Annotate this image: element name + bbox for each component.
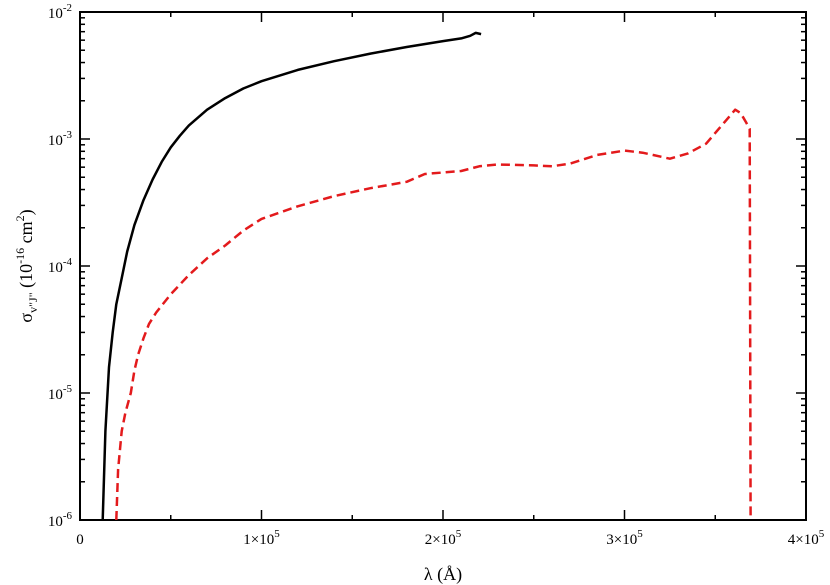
x-tick-label: 1×105 — [243, 528, 280, 548]
ticks-layer — [79, 11, 807, 521]
x-tick-label: 3×105 — [606, 528, 643, 548]
y-tick-label: 10-6 — [48, 510, 73, 530]
x-tick-label: 2×105 — [425, 528, 462, 548]
x-tick-label: 4×105 — [788, 528, 825, 548]
x-axis-title: λ (Å) — [424, 564, 462, 585]
y-tick-label: 10-2 — [48, 2, 72, 22]
x-tick-label: 0 — [76, 532, 84, 548]
labels-layer: 0 1×105 2×105 3×105 4×105 10-6 10-5 10-4 10-3 10-… — [48, 2, 825, 548]
plot-frame — [79, 11, 807, 521]
y-axis-title: σv"J" (10-16 cm2) — [13, 209, 40, 322]
series-line-1 — [101, 31, 482, 521]
y-tick-label: 10-4 — [48, 256, 73, 276]
series-line-2 — [115, 108, 752, 521]
y-tick-label: 10-3 — [48, 129, 73, 149]
y-tick-label: 10-5 — [48, 383, 73, 403]
y-axis-title-text: σv"J" (10-16 cm2) — [13, 209, 40, 322]
series-layer — [101, 31, 752, 521]
